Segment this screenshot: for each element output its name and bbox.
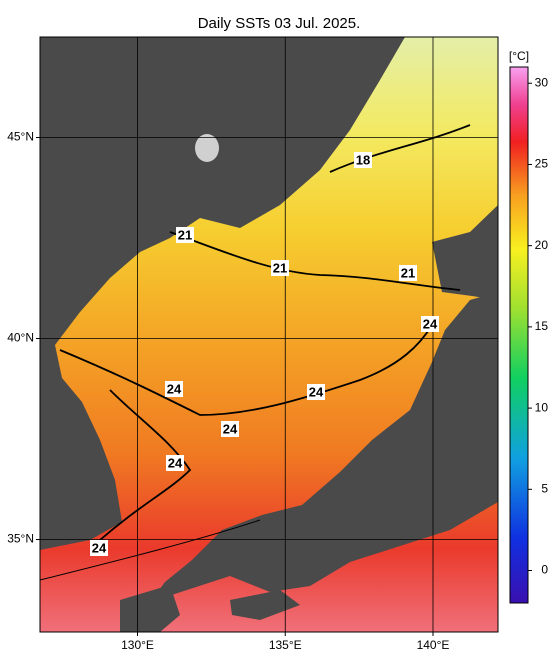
contour-label: 24 <box>167 381 182 396</box>
contour-label-bg <box>176 227 194 243</box>
contour-line <box>329 124 471 173</box>
contour-line <box>169 231 461 291</box>
contour-label-bg <box>421 316 439 332</box>
colorbar-tick-label: 15 <box>535 319 549 333</box>
contour-label-bg <box>307 384 325 400</box>
contour-label: 21 <box>401 265 415 280</box>
contour-line <box>99 389 192 541</box>
colorbar-tick-label: 25 <box>535 157 549 171</box>
colorbar-unit: [°C] <box>509 49 529 63</box>
land-hokkaido <box>432 205 498 300</box>
colorbar <box>509 66 529 604</box>
contour-label: 24 <box>223 421 238 436</box>
contour-label: 18 <box>356 152 370 167</box>
contour-label: 21 <box>273 260 287 275</box>
y-tick-label: 35°N <box>7 532 34 546</box>
x-tick-label: 130°E <box>121 638 154 652</box>
colorbar-tick-label: 30 <box>535 75 549 89</box>
contour-line <box>40 519 261 581</box>
contour-label-bg <box>221 421 239 437</box>
ice <box>195 134 219 162</box>
land-kyushu <box>120 585 180 632</box>
contour-label-bg <box>165 381 183 397</box>
colorbar-tick-label: 10 <box>535 400 549 414</box>
contour-label: 24 <box>92 540 107 555</box>
contour-label: 24 <box>423 316 438 331</box>
y-tick-label: 40°N <box>7 331 34 345</box>
map-area <box>40 37 498 632</box>
land-continent <box>40 37 405 550</box>
land-japan <box>150 292 498 602</box>
contour-label-bg <box>271 260 289 276</box>
contour-label: 24 <box>168 455 183 470</box>
colorbar-tick-label: 20 <box>535 238 549 252</box>
colorbar-tick-label: 5 <box>541 481 548 495</box>
map-frame <box>39 36 499 633</box>
title: Daily SSTs 03 Jul. 2025. <box>198 15 361 32</box>
colorbar-tick-label: 0 <box>541 563 548 577</box>
x-tick-label: 140°E <box>417 638 450 652</box>
contour-label-bg <box>166 455 184 471</box>
contour-line <box>59 324 433 416</box>
contour-label-bg <box>90 540 108 556</box>
land-shikoku <box>230 590 300 620</box>
contour-label-bg <box>354 152 372 168</box>
contour-label: 21 <box>178 227 192 242</box>
y-tick-label: 45°N <box>7 130 34 144</box>
contour-label: 24 <box>309 384 324 399</box>
contour-label-bg <box>399 265 417 281</box>
x-tick-label: 135°E <box>269 638 302 652</box>
